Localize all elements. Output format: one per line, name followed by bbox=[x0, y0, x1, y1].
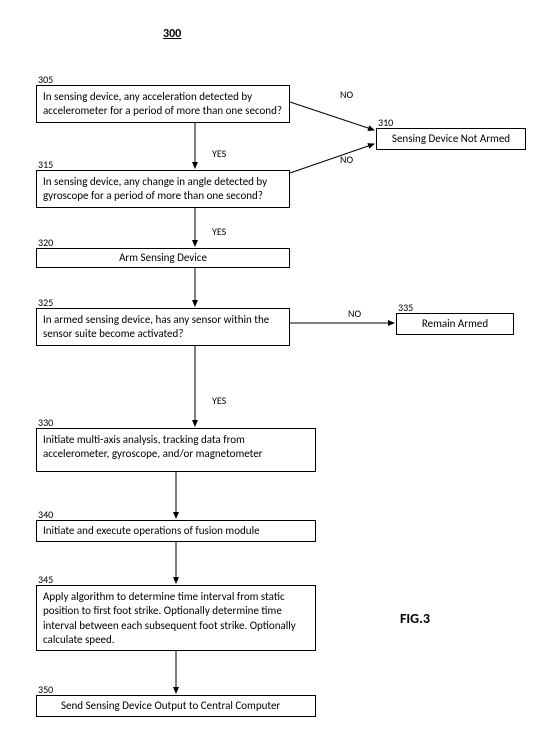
figure-label: FIG.3 bbox=[400, 610, 430, 627]
box-330: Initiate multi-axis analysis, tracking d… bbox=[36, 428, 316, 472]
box-335: Remain Armed bbox=[396, 313, 514, 335]
box-340: Initiate and execute operations of fusio… bbox=[36, 520, 316, 542]
box-310: Sensing Device Not Armed bbox=[376, 128, 526, 150]
box-325: In armed sensing device, has any sensor … bbox=[36, 308, 290, 346]
box-350: Send Sensing Device Output to Central Co… bbox=[36, 695, 316, 717]
figure-number: 300 bbox=[163, 27, 181, 41]
box-320: Arm Sensing Device bbox=[36, 248, 290, 268]
label-yes-3: YES bbox=[212, 394, 226, 407]
box-345: Apply algorithm to determine time interv… bbox=[36, 585, 316, 651]
box-315: In sensing device, any change in angle d… bbox=[36, 170, 290, 208]
label-yes-1: YES bbox=[212, 147, 226, 160]
label-no-3: NO bbox=[348, 307, 361, 320]
box-305: In sensing device, any acceleration dete… bbox=[36, 85, 290, 123]
label-no-2: NO bbox=[340, 153, 353, 166]
label-no-1: NO bbox=[340, 88, 353, 101]
label-yes-2: YES bbox=[212, 225, 226, 238]
